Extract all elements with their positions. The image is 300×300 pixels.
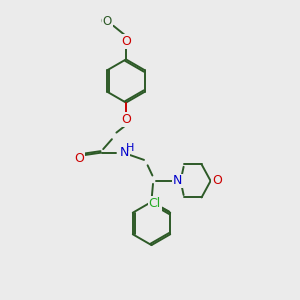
Text: O: O [100,15,110,28]
Text: H: H [126,142,134,153]
Text: O: O [121,113,131,126]
Text: O: O [103,14,112,28]
Text: O: O [74,152,84,165]
Text: N: N [173,174,182,188]
Text: O: O [121,35,131,48]
Text: N: N [120,146,130,159]
Text: Cl: Cl [148,197,161,210]
Text: O: O [212,174,222,188]
